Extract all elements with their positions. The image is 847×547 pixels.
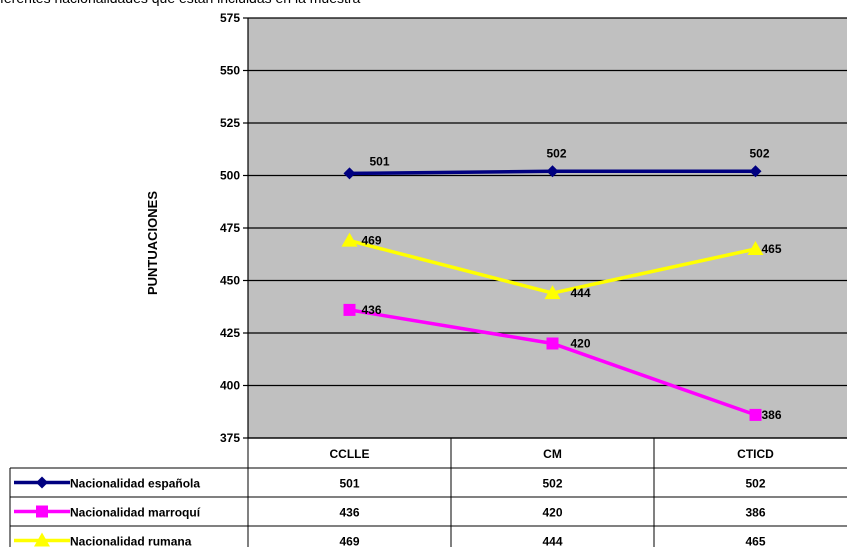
category-header: CM (543, 447, 562, 461)
table-cell: 469 (339, 535, 359, 547)
y-tick-label: 450 (220, 274, 240, 288)
y-tick-label: 375 (220, 431, 240, 445)
legend-label: Nacionalidad española (70, 477, 200, 491)
table-cell: 436 (339, 506, 359, 520)
data-point-diamond (343, 167, 356, 180)
data-point-square (749, 408, 762, 421)
data-point-triangle (544, 285, 561, 300)
table-cell: 502 (745, 477, 765, 491)
data-label: 420 (571, 337, 591, 351)
table-cell: 444 (542, 535, 562, 547)
chart-caption: ferentes nacionalidades que están inclui… (0, 0, 847, 10)
y-tick-label: 550 (220, 64, 240, 78)
y-axis-label: PUNTUACIONES (145, 191, 160, 295)
data-point-square (343, 303, 356, 316)
data-label: 436 (362, 303, 382, 317)
y-tick-label: 575 (220, 11, 240, 25)
table-cell: 420 (542, 506, 562, 520)
data-point-triangle (34, 532, 50, 547)
data-point-diamond (546, 165, 559, 178)
data-point-square (546, 337, 559, 350)
y-tick-label: 500 (220, 169, 240, 183)
legend-label: Nacionalidad rumana (70, 535, 192, 547)
table-cell: 502 (542, 477, 562, 491)
table-cell: 465 (745, 535, 765, 547)
table-cell: 386 (745, 506, 765, 520)
data-point-square (36, 505, 48, 518)
data-label: 444 (571, 286, 591, 300)
data-label: 501 (370, 154, 390, 168)
legend-label: Nacionalidad marroquí (70, 506, 201, 520)
data-label: 465 (762, 242, 782, 256)
data-label: 502 (547, 146, 567, 160)
data-label: 469 (362, 234, 382, 248)
data-point-diamond (749, 165, 762, 178)
data-label: 502 (750, 146, 770, 160)
y-tick-label: 525 (220, 116, 240, 130)
data-point-triangle (341, 232, 358, 247)
category-header: CTICD (737, 447, 774, 461)
y-tick-label: 475 (220, 221, 240, 235)
y-tick-label: 400 (220, 379, 240, 393)
data-point-triangle (747, 241, 764, 255)
category-header: CCLLE (330, 447, 370, 461)
data-point-diamond (36, 476, 48, 489)
data-label: 386 (762, 408, 782, 422)
table-cell: 501 (339, 477, 359, 491)
y-tick-label: 425 (220, 326, 240, 340)
